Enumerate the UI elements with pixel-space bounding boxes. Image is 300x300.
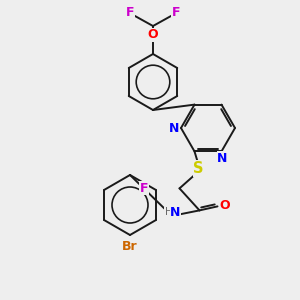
Text: O: O (148, 28, 158, 41)
Text: O: O (219, 199, 230, 212)
Text: N: N (170, 206, 181, 219)
Text: Br: Br (122, 241, 138, 254)
Text: S: S (193, 161, 204, 176)
Text: F: F (140, 182, 148, 194)
Text: F: F (126, 7, 134, 20)
Text: N: N (169, 122, 179, 134)
Text: H: H (165, 207, 172, 218)
Text: F: F (172, 7, 180, 20)
Text: N: N (217, 152, 228, 165)
